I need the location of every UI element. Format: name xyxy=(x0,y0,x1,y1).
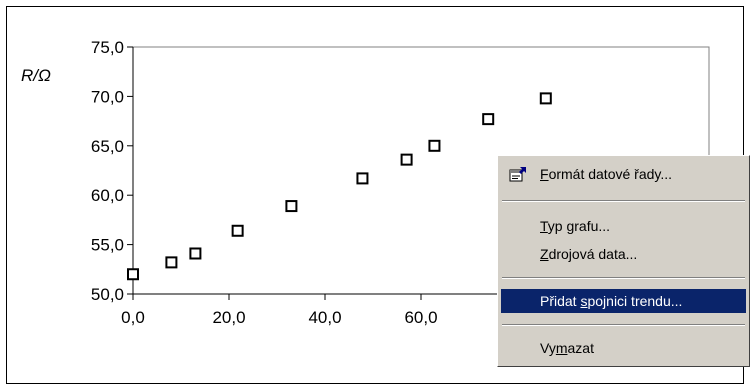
x-tick-label: 40,0 xyxy=(308,308,341,327)
y-tick-labels: 50,0 55,0 60,0 65,0 70,0 75,0 xyxy=(91,38,133,304)
x-tick-label: 60,0 xyxy=(404,308,437,327)
data-point[interactable] xyxy=(189,247,202,260)
y-tick-label: 50,0 xyxy=(91,285,124,304)
menu-item-source-data[interactable]: Zdrojová data... xyxy=(540,246,638,262)
format-properties-icon xyxy=(509,167,526,182)
data-point[interactable] xyxy=(539,92,552,105)
menu-item-add-trendline[interactable]: Přidat spojnici trendu... xyxy=(501,289,746,313)
x-tick-label: 0,0 xyxy=(121,308,145,327)
data-point[interactable] xyxy=(127,268,139,281)
y-tick-label: 60,0 xyxy=(91,186,124,205)
menu-separator xyxy=(502,200,745,202)
y-axis-label: R/Ω xyxy=(21,66,51,85)
y-tick-label: 55,0 xyxy=(91,236,124,255)
y-tick-label: 70,0 xyxy=(91,87,124,106)
y-tick-label: 65,0 xyxy=(91,137,124,156)
x-tick-label: 20,0 xyxy=(212,308,245,327)
context-menu: Formát datové řady... Typ grafu... Zdroj… xyxy=(497,155,750,367)
data-point[interactable] xyxy=(165,256,178,269)
data-point[interactable] xyxy=(356,172,369,185)
y-tick-label: 75,0 xyxy=(91,38,124,57)
menu-separator xyxy=(502,324,745,326)
data-point[interactable] xyxy=(482,113,495,126)
data-point[interactable] xyxy=(231,224,244,237)
menu-item-clear[interactable]: Vymazat xyxy=(540,340,594,356)
data-point[interactable] xyxy=(285,200,298,213)
menu-item-chart-type[interactable]: Typ grafu... xyxy=(540,218,611,234)
menu-separator xyxy=(502,277,745,279)
data-point[interactable] xyxy=(400,153,413,166)
data-point[interactable] xyxy=(428,139,441,152)
menu-item-format-series[interactable]: Formát datové řady... xyxy=(501,162,746,186)
data-series[interactable] xyxy=(127,92,552,281)
x-tick-labels: 0,0 20,0 40,0 60,0 xyxy=(121,294,438,327)
